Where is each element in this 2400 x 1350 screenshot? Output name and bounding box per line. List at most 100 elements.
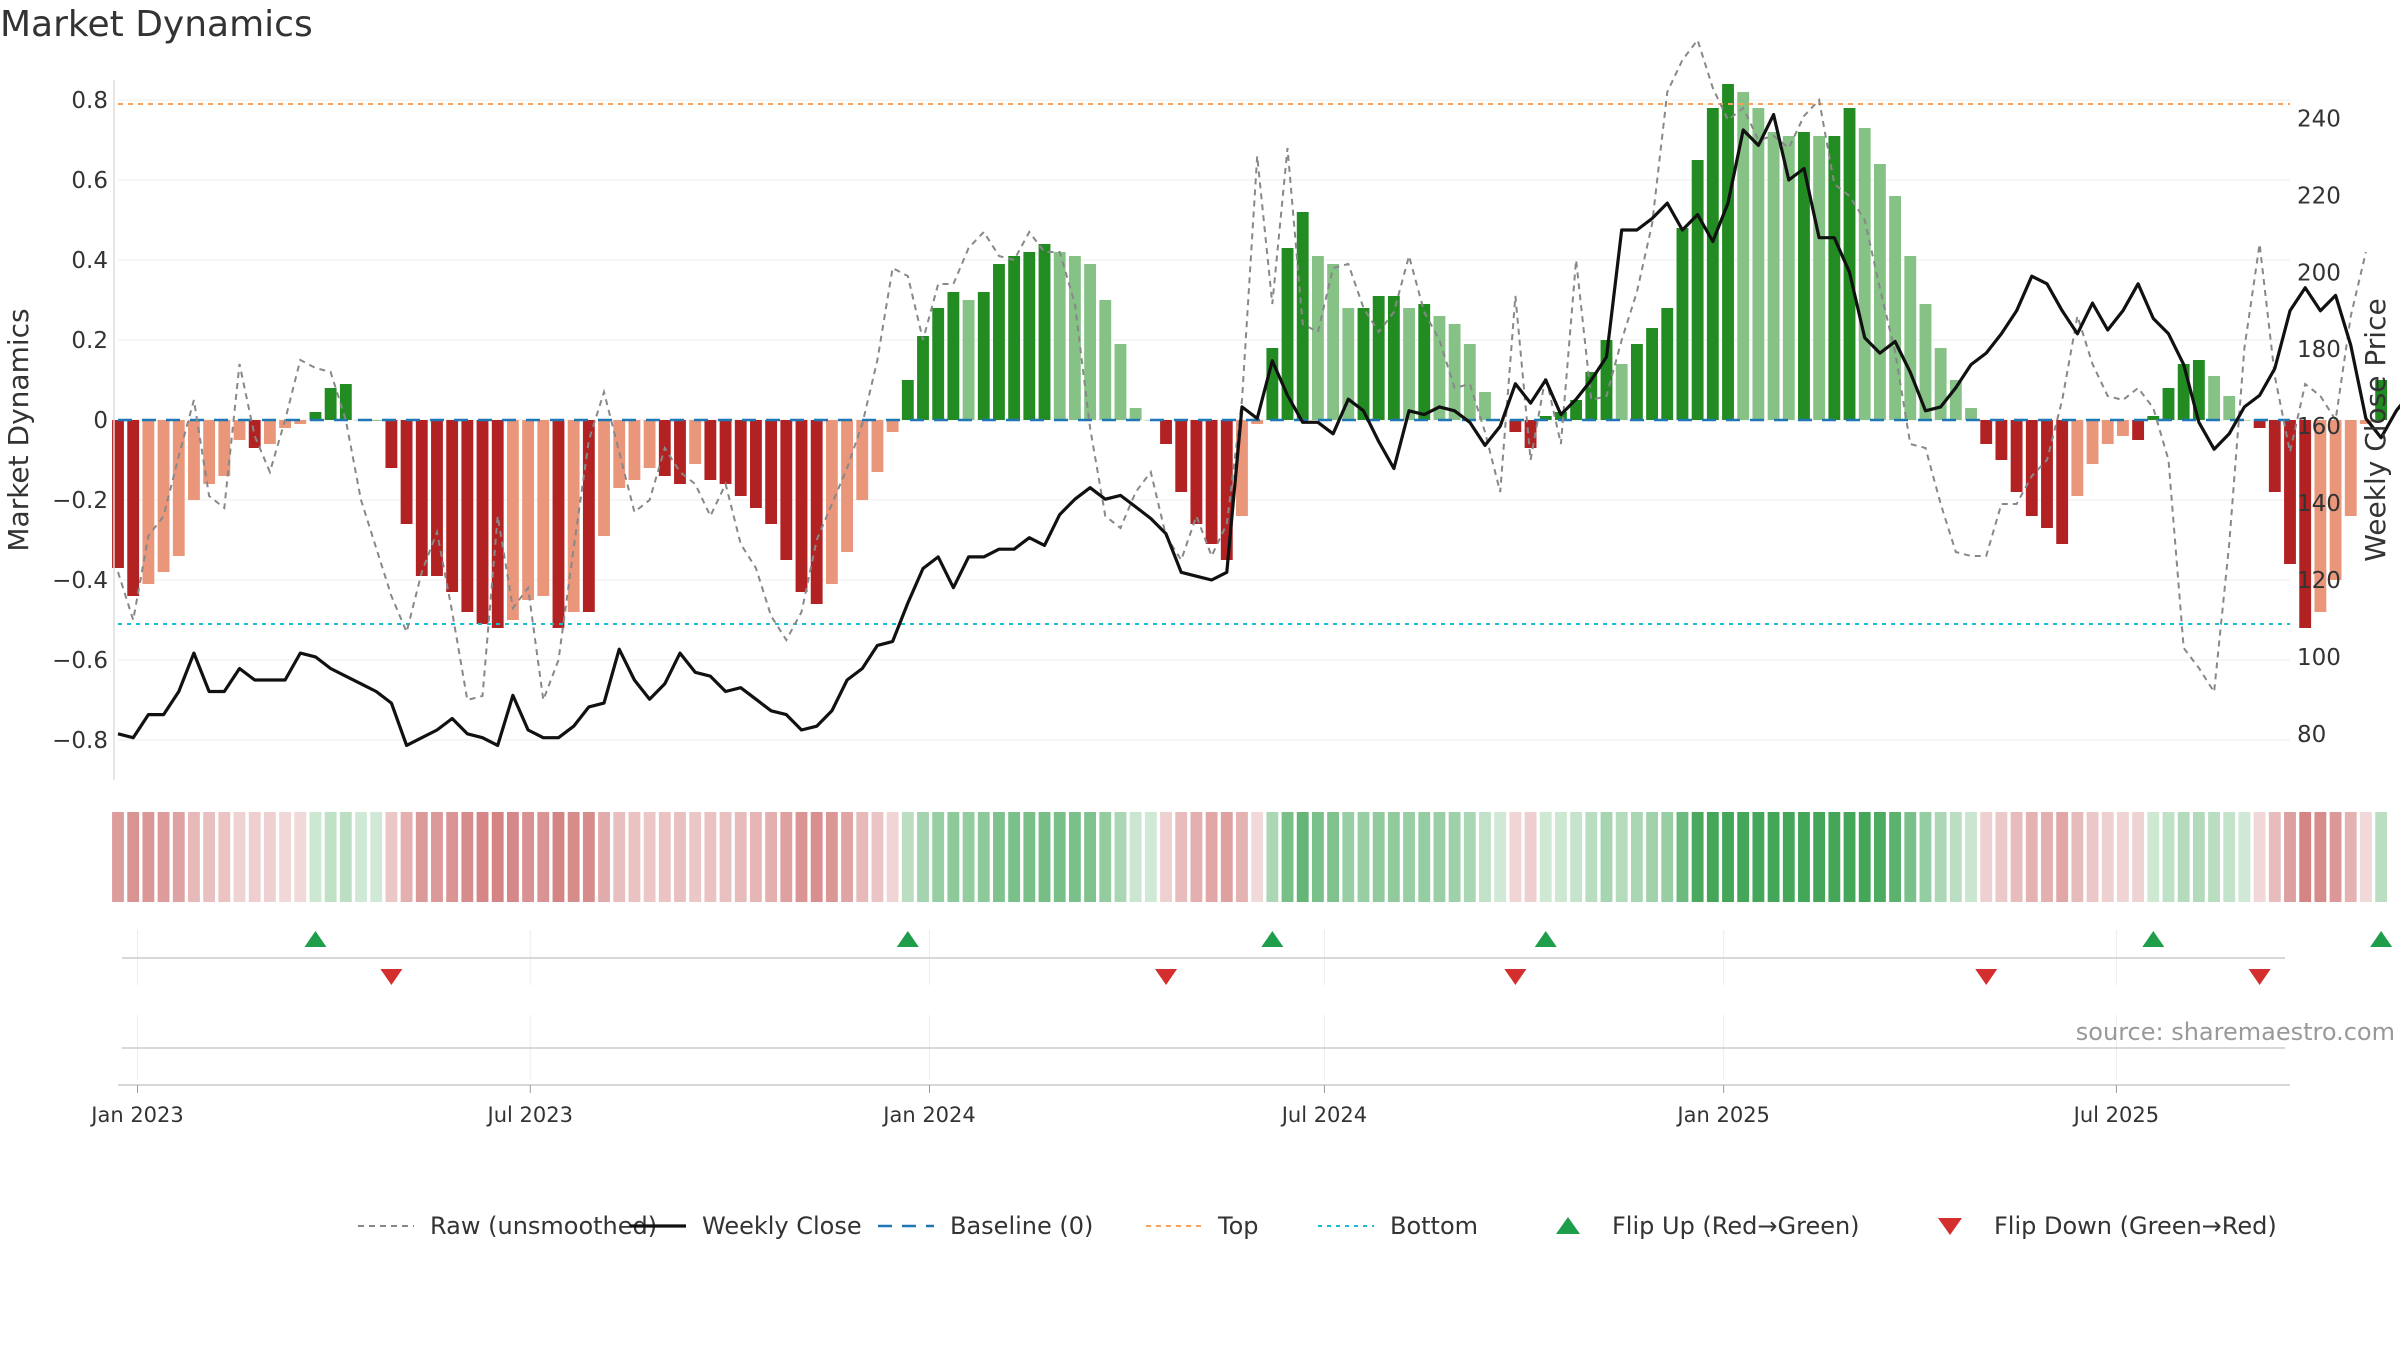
dynamics-bar xyxy=(1357,308,1370,420)
dynamics-bar xyxy=(1737,92,1750,420)
regime-strip-cell xyxy=(825,812,838,902)
dynamics-bar xyxy=(1129,408,1142,420)
dynamics-bar xyxy=(446,420,459,592)
dynamics-bar xyxy=(1813,136,1826,420)
dynamics-bar xyxy=(871,420,884,472)
x-tick-label: Jan 2025 xyxy=(1675,1103,1770,1127)
weekly-close-line xyxy=(117,112,2400,748)
y2-tick-label: 120 xyxy=(2297,568,2341,594)
regime-strip-cell xyxy=(886,812,899,902)
regime-strip-cell xyxy=(977,812,990,902)
regime-strip-cell xyxy=(552,812,565,902)
regime-strip-cell xyxy=(1023,812,1036,902)
regime-strip-cell xyxy=(1585,812,1598,902)
dynamics-bar xyxy=(932,308,945,420)
flip-up-marker xyxy=(304,931,327,947)
regime-strip-cell xyxy=(1889,812,1902,902)
dynamics-bar xyxy=(856,420,869,500)
dynamics-bar xyxy=(233,420,246,440)
regime-strip-cell xyxy=(203,812,216,902)
dynamics-bar xyxy=(1008,256,1021,420)
dynamics-bar xyxy=(1494,420,1507,421)
legend-label: Top xyxy=(1217,1212,1259,1240)
regime-strip-cell xyxy=(1068,812,1081,902)
y-tick-label: −0.2 xyxy=(52,488,108,514)
regime-strip-cell xyxy=(1114,812,1127,902)
dynamics-bar xyxy=(810,420,823,604)
regime-strip-cell xyxy=(2253,812,2266,902)
dynamics-bar xyxy=(1858,128,1871,420)
regime-strip-cell xyxy=(233,812,246,902)
dynamics-bar xyxy=(1448,324,1461,420)
x-tick-label: Jan 2023 xyxy=(89,1103,184,1127)
y-tick-label: −0.8 xyxy=(52,728,108,754)
dynamics-bar xyxy=(522,420,535,600)
dynamics-bar xyxy=(203,420,216,484)
dynamics-bar xyxy=(1053,252,1066,420)
dynamics-bar xyxy=(2299,420,2312,628)
regime-strip-cell xyxy=(1053,812,1066,902)
dynamics-bar xyxy=(218,420,231,476)
flip-down-marker xyxy=(1155,969,1178,985)
regime-strip-cell xyxy=(2223,812,2236,902)
legend-label: Baseline (0) xyxy=(950,1212,1093,1240)
dynamics-bar xyxy=(157,420,170,572)
dynamics-bar xyxy=(1327,264,1340,420)
dynamics-bar xyxy=(977,292,990,420)
regime-strip-cell xyxy=(765,812,778,902)
regime-strip-cell xyxy=(1418,812,1431,902)
dynamics-bar xyxy=(1266,348,1279,420)
regime-strip-cell xyxy=(157,812,170,902)
regime-strip-cell xyxy=(567,812,580,902)
flip-markers-panel xyxy=(304,931,2393,985)
regime-strip-cell xyxy=(1752,812,1765,902)
dynamics-bar xyxy=(2223,396,2236,420)
regime-strip-cell xyxy=(188,812,200,902)
regime-strip-cell xyxy=(1722,812,1734,902)
dynamics-bar xyxy=(765,420,778,524)
chart-title: Market Dynamics xyxy=(0,4,313,45)
regime-strip-cell xyxy=(947,812,960,902)
dynamics-bar xyxy=(1767,132,1780,420)
regime-strip-cell xyxy=(2268,812,2281,902)
dynamics-bar xyxy=(1175,420,1188,492)
dynamics-bar xyxy=(1995,420,2008,460)
regime-strip-cell xyxy=(628,812,641,902)
regime-strip-cell xyxy=(1144,812,1157,902)
regime-strip-cell xyxy=(1281,812,1294,902)
dynamics-bar xyxy=(1600,340,1613,420)
y-tick-label: −0.6 xyxy=(52,648,108,674)
regime-strip-cell xyxy=(537,812,550,902)
y2-tick-label: 80 xyxy=(2297,722,2326,748)
dynamics-bar xyxy=(2147,416,2160,420)
dynamics-bar xyxy=(1236,420,1248,516)
regime-strip-cell xyxy=(1433,812,1446,902)
regime-strip-cell xyxy=(1767,812,1780,902)
y-tick-label: 0 xyxy=(93,408,108,434)
legend: Raw (unsmoothed) Weekly Close Baseline (0)… xyxy=(358,1212,2277,1240)
dynamics-bar xyxy=(112,420,124,568)
regime-strip-cell xyxy=(1479,812,1491,902)
regime-strip-cell xyxy=(841,812,853,902)
y-tick-label: 0.8 xyxy=(71,88,108,114)
dynamics-bar xyxy=(2344,420,2357,516)
regime-strip-cell xyxy=(248,812,261,902)
regime-strip-cell xyxy=(431,812,443,902)
regime-strip-cell xyxy=(856,812,869,902)
regime-strip-cell xyxy=(1311,812,1324,902)
dynamics-bars xyxy=(112,84,2388,628)
dynamics-bar xyxy=(1372,296,1385,420)
dynamics-bar xyxy=(1965,408,1977,420)
regime-strip-cell xyxy=(2208,812,2220,902)
regime-strip-cell xyxy=(506,812,519,902)
regime-strip-cell xyxy=(1008,812,1021,902)
dynamics-bar xyxy=(1509,420,1522,432)
regime-strip-cell xyxy=(1965,812,1977,902)
source-credit: source: sharemaestro.com xyxy=(2076,1018,2395,1046)
dynamics-bar xyxy=(1980,420,1993,444)
regime-strip-cell xyxy=(1251,812,1264,902)
dynamics-bar xyxy=(324,388,337,420)
dynamics-bar xyxy=(643,420,656,468)
regime-strip-cell xyxy=(1737,812,1750,902)
regime-strip-cell xyxy=(2360,812,2372,902)
